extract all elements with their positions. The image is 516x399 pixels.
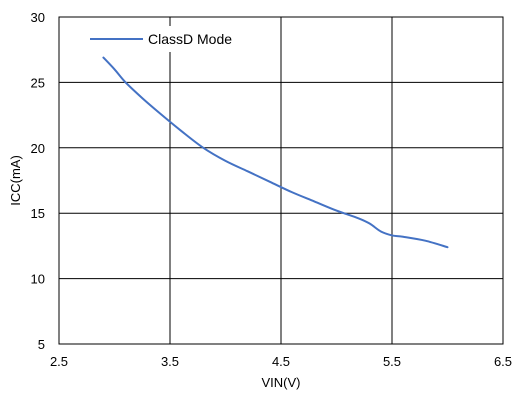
y-axis-label: ICC(mA) xyxy=(8,155,23,206)
y-tick-label: 5 xyxy=(38,337,45,352)
x-tick-label: 3.5 xyxy=(161,354,179,369)
legend: ClassD Mode xyxy=(84,26,256,52)
y-tick-label: 20 xyxy=(31,141,45,156)
series-layer xyxy=(102,56,449,249)
legend-label: ClassD Mode xyxy=(148,31,232,47)
x-tick-label: 2.5 xyxy=(50,354,68,369)
y-tick-label: 30 xyxy=(31,10,45,25)
x-axis-label: VIN(V) xyxy=(262,375,301,390)
x-tick-label: 4.5 xyxy=(272,354,290,369)
plot-area xyxy=(58,16,504,345)
x-tick-label: 5.5 xyxy=(383,354,401,369)
y-tick-label: 10 xyxy=(31,272,45,287)
plot-border xyxy=(58,16,504,345)
series-line xyxy=(102,56,449,249)
tick-labels: 2.5 3.5 4.5 5.5 6.5 5 10 15 20 25 30 xyxy=(31,10,513,369)
x-tick-label: 6.5 xyxy=(494,354,512,369)
y-tick-label: 25 xyxy=(31,75,45,90)
y-tick-label: 15 xyxy=(31,206,45,221)
